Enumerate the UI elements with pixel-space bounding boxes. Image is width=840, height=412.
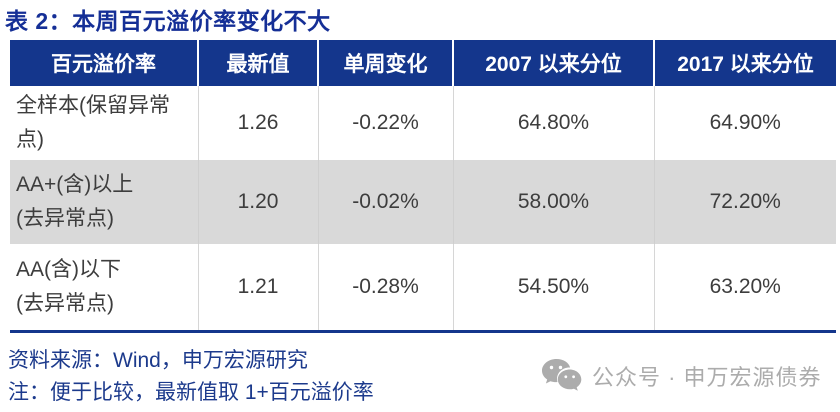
weekly-change-cell: -0.22%	[317, 86, 453, 160]
header-latest-value: 最新值	[197, 40, 318, 86]
percentile-2007-cell: 58.00%	[452, 160, 654, 244]
percentile-2017-cell: 63.20%	[653, 244, 836, 331]
table-row: AA(含)以下 (去异常点) 1.21 -0.28% 54.50% 63.20%	[10, 244, 836, 331]
percentile-2007-cell: 64.80%	[452, 86, 654, 160]
table-title: 表 2：本周百元溢价率变化不大	[5, 8, 331, 34]
table-header-row: 百元溢价率 最新值 单周变化 2007 以来分位 2017 以来分位	[10, 40, 836, 86]
table-row: AA+(含)以上 (去异常点) 1.20 -0.02% 58.00% 72.20…	[10, 160, 836, 244]
latest-value-cell: 1.21	[197, 244, 318, 331]
row-label: 全样本(保留异常点)	[16, 94, 170, 151]
watermark-text: 公众号 · 申万宏源债券	[592, 365, 822, 390]
percentile-2017-cell: 64.90%	[653, 86, 836, 160]
methodology-note: 注：便于比较，最新值取 1+百元溢价率	[8, 381, 374, 404]
header-weekly-change: 单周变化	[317, 40, 453, 86]
latest-value-cell: 1.20	[197, 160, 318, 244]
latest-value-cell: 1.26	[197, 86, 318, 160]
header-premium-rate: 百元溢价率	[10, 40, 198, 86]
data-source-note: 资料来源：Wind，申万宏源研究	[8, 349, 308, 372]
percentile-2007-cell: 54.50%	[452, 244, 654, 331]
header-percentile-2007: 2007 以来分位	[452, 40, 654, 86]
row-label: AA(含)以下 (去异常点)	[16, 258, 121, 315]
weekly-change-cell: -0.02%	[317, 160, 453, 244]
premium-rate-table: 百元溢价率 最新值 单周变化 2007 以来分位 2017 以来分位 全样本(保…	[10, 40, 836, 333]
wechat-icon	[540, 358, 584, 394]
row-label: AA+(含)以上 (去异常点)	[16, 173, 134, 230]
table-row: 全样本(保留异常点) 1.26 -0.22% 64.80% 64.90%	[10, 86, 836, 160]
wechat-watermark: 公众号 · 申万宏源债券	[540, 358, 822, 394]
percentile-2017-cell: 72.20%	[653, 160, 836, 244]
weekly-change-cell: -0.28%	[317, 244, 453, 331]
header-percentile-2017: 2017 以来分位	[653, 40, 836, 86]
